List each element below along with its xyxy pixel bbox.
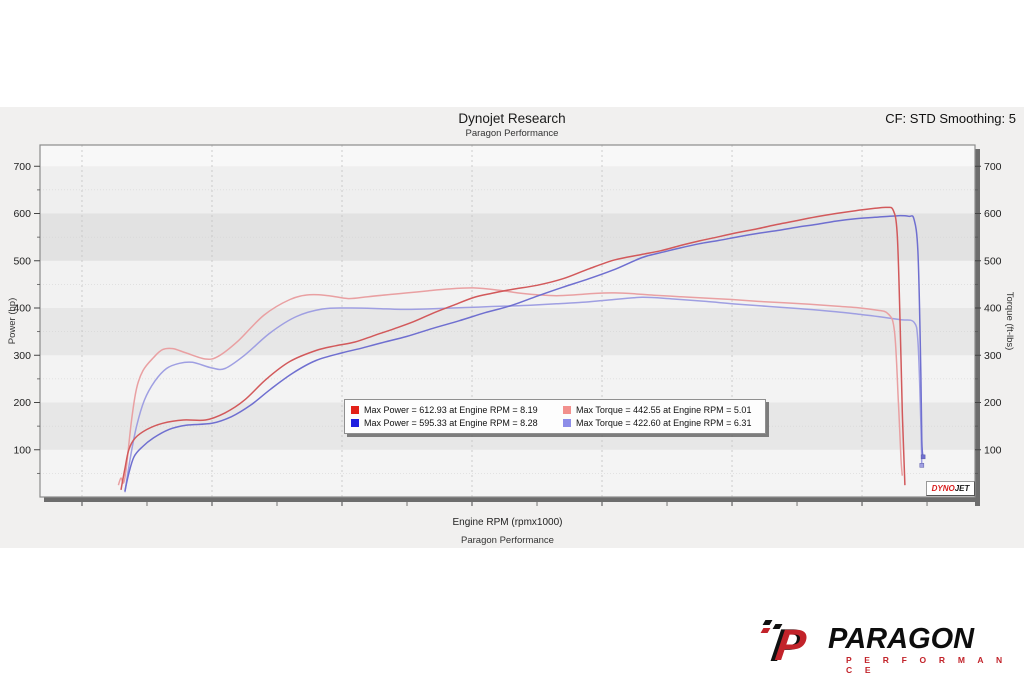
torque-run-2-end-marker (919, 463, 925, 468)
y-tick-label-left: 400 (13, 303, 31, 315)
legend-label: Max Power = 595.33 at Engine RPM = 8.28 (364, 417, 538, 428)
dyno-plot: 100 100 200 200 300 300 400 400 500 500 600 600 700 7… (13, 144, 1002, 506)
plot-shadow-bottom (44, 497, 980, 502)
plot-band (40, 145, 975, 167)
legend-color-chip (563, 418, 571, 427)
y-axis-title-power: Power (hp) (7, 297, 18, 345)
y-tick-label-right: 700 (984, 161, 1002, 173)
paragon-name: PARAGON (828, 623, 975, 655)
checkered-flag-icon (762, 620, 773, 625)
power-run-1-curve (120, 206, 906, 491)
y-tick-label-left: 700 (13, 161, 31, 173)
legend-item: Max Torque = 442.55 at Engine RPM = 5.01 (563, 405, 751, 415)
y-tick-label-right: 200 (984, 397, 1002, 409)
y-tick-label-left: 500 (13, 255, 31, 267)
paragon-performance-logo: P P PARAGON P E R F O R M A N C E (760, 619, 1012, 676)
torque-run-2-curve (124, 296, 923, 493)
y-tick-label-right: 600 (984, 208, 1002, 220)
y-tick-label-left: 300 (13, 350, 31, 362)
power-run-2-end-marker (920, 454, 926, 460)
run-info-label: Paragon Performance (461, 535, 554, 546)
legend-item: Max Torque = 422.60 at Engine RPM = 6.31 (563, 418, 751, 428)
legend-label: Max Torque = 422.60 at Engine RPM = 6.31 (576, 417, 752, 428)
chart-panel: Dynojet Research Paragon Performance CF:… (0, 107, 1024, 548)
plot-band (40, 449, 975, 497)
dynojet-logo: DYNO JET (926, 481, 975, 496)
legend-color-chip (351, 418, 359, 427)
plot-band (40, 308, 975, 356)
x-axis-title: Engine RPM (rpmx1000) (452, 517, 563, 528)
plot-shadow-right (975, 149, 980, 506)
y-tick-label-right: 100 (984, 444, 1002, 456)
speed-stripe-icon (760, 628, 771, 633)
plot-band (40, 260, 975, 309)
plot-frame (39, 144, 976, 498)
y-tick-label-left: 600 (13, 208, 31, 220)
plot-band (40, 213, 975, 261)
y-tick-label-right: 500 (984, 255, 1002, 267)
power-run-2-curve (124, 214, 924, 492)
dynojet-logo-text-1: DYNO (931, 484, 955, 493)
y-axis-title-torque: Torque (ft-lbs) (1004, 291, 1015, 351)
legend-color-chip (563, 405, 571, 414)
legend-label: Max Power = 612.93 at Engine RPM = 8.19 (364, 404, 538, 415)
legend-item: Max Power = 612.93 at Engine RPM = 8.19 (351, 405, 563, 415)
chart-title: Dynojet Research (458, 111, 566, 126)
legend-label: Max Torque = 442.55 at Engine RPM = 5.01 (576, 404, 752, 415)
legend-row: Max Power = 595.33 at Engine RPM = 8.28 M… (351, 416, 759, 429)
legend-row: Max Power = 612.93 at Engine RPM = 8.19 M… (351, 403, 759, 416)
y-tick-label-left: 200 (13, 397, 31, 409)
paragon-p-red: P (772, 621, 809, 670)
dynojet-logo-text-2: JET (954, 484, 970, 493)
paragon-wordmark: PARAGON P E R F O R M A N C E (828, 624, 1012, 675)
legend-color-chip (351, 405, 359, 414)
y-tick-label-left: 100 (13, 444, 31, 456)
y-tick-label-right: 400 (984, 303, 1002, 315)
plot-band (40, 166, 975, 214)
peak-values-legend: Max Power = 612.93 at Engine RPM = 8.19 M… (344, 399, 766, 434)
chart-subtitle: Paragon Performance (465, 128, 559, 139)
torque-run-1-curve (117, 287, 904, 486)
plot-band (40, 355, 975, 403)
correction-smoothing-label: CF: STD Smoothing: 5 (885, 111, 1016, 126)
paragon-p-glyph: P P (760, 618, 826, 678)
paragon-tagline: P E R F O R M A N C E (846, 655, 1008, 675)
y-tick-label-right: 300 (984, 350, 1002, 362)
legend-item: Max Power = 595.33 at Engine RPM = 8.28 (351, 418, 563, 428)
